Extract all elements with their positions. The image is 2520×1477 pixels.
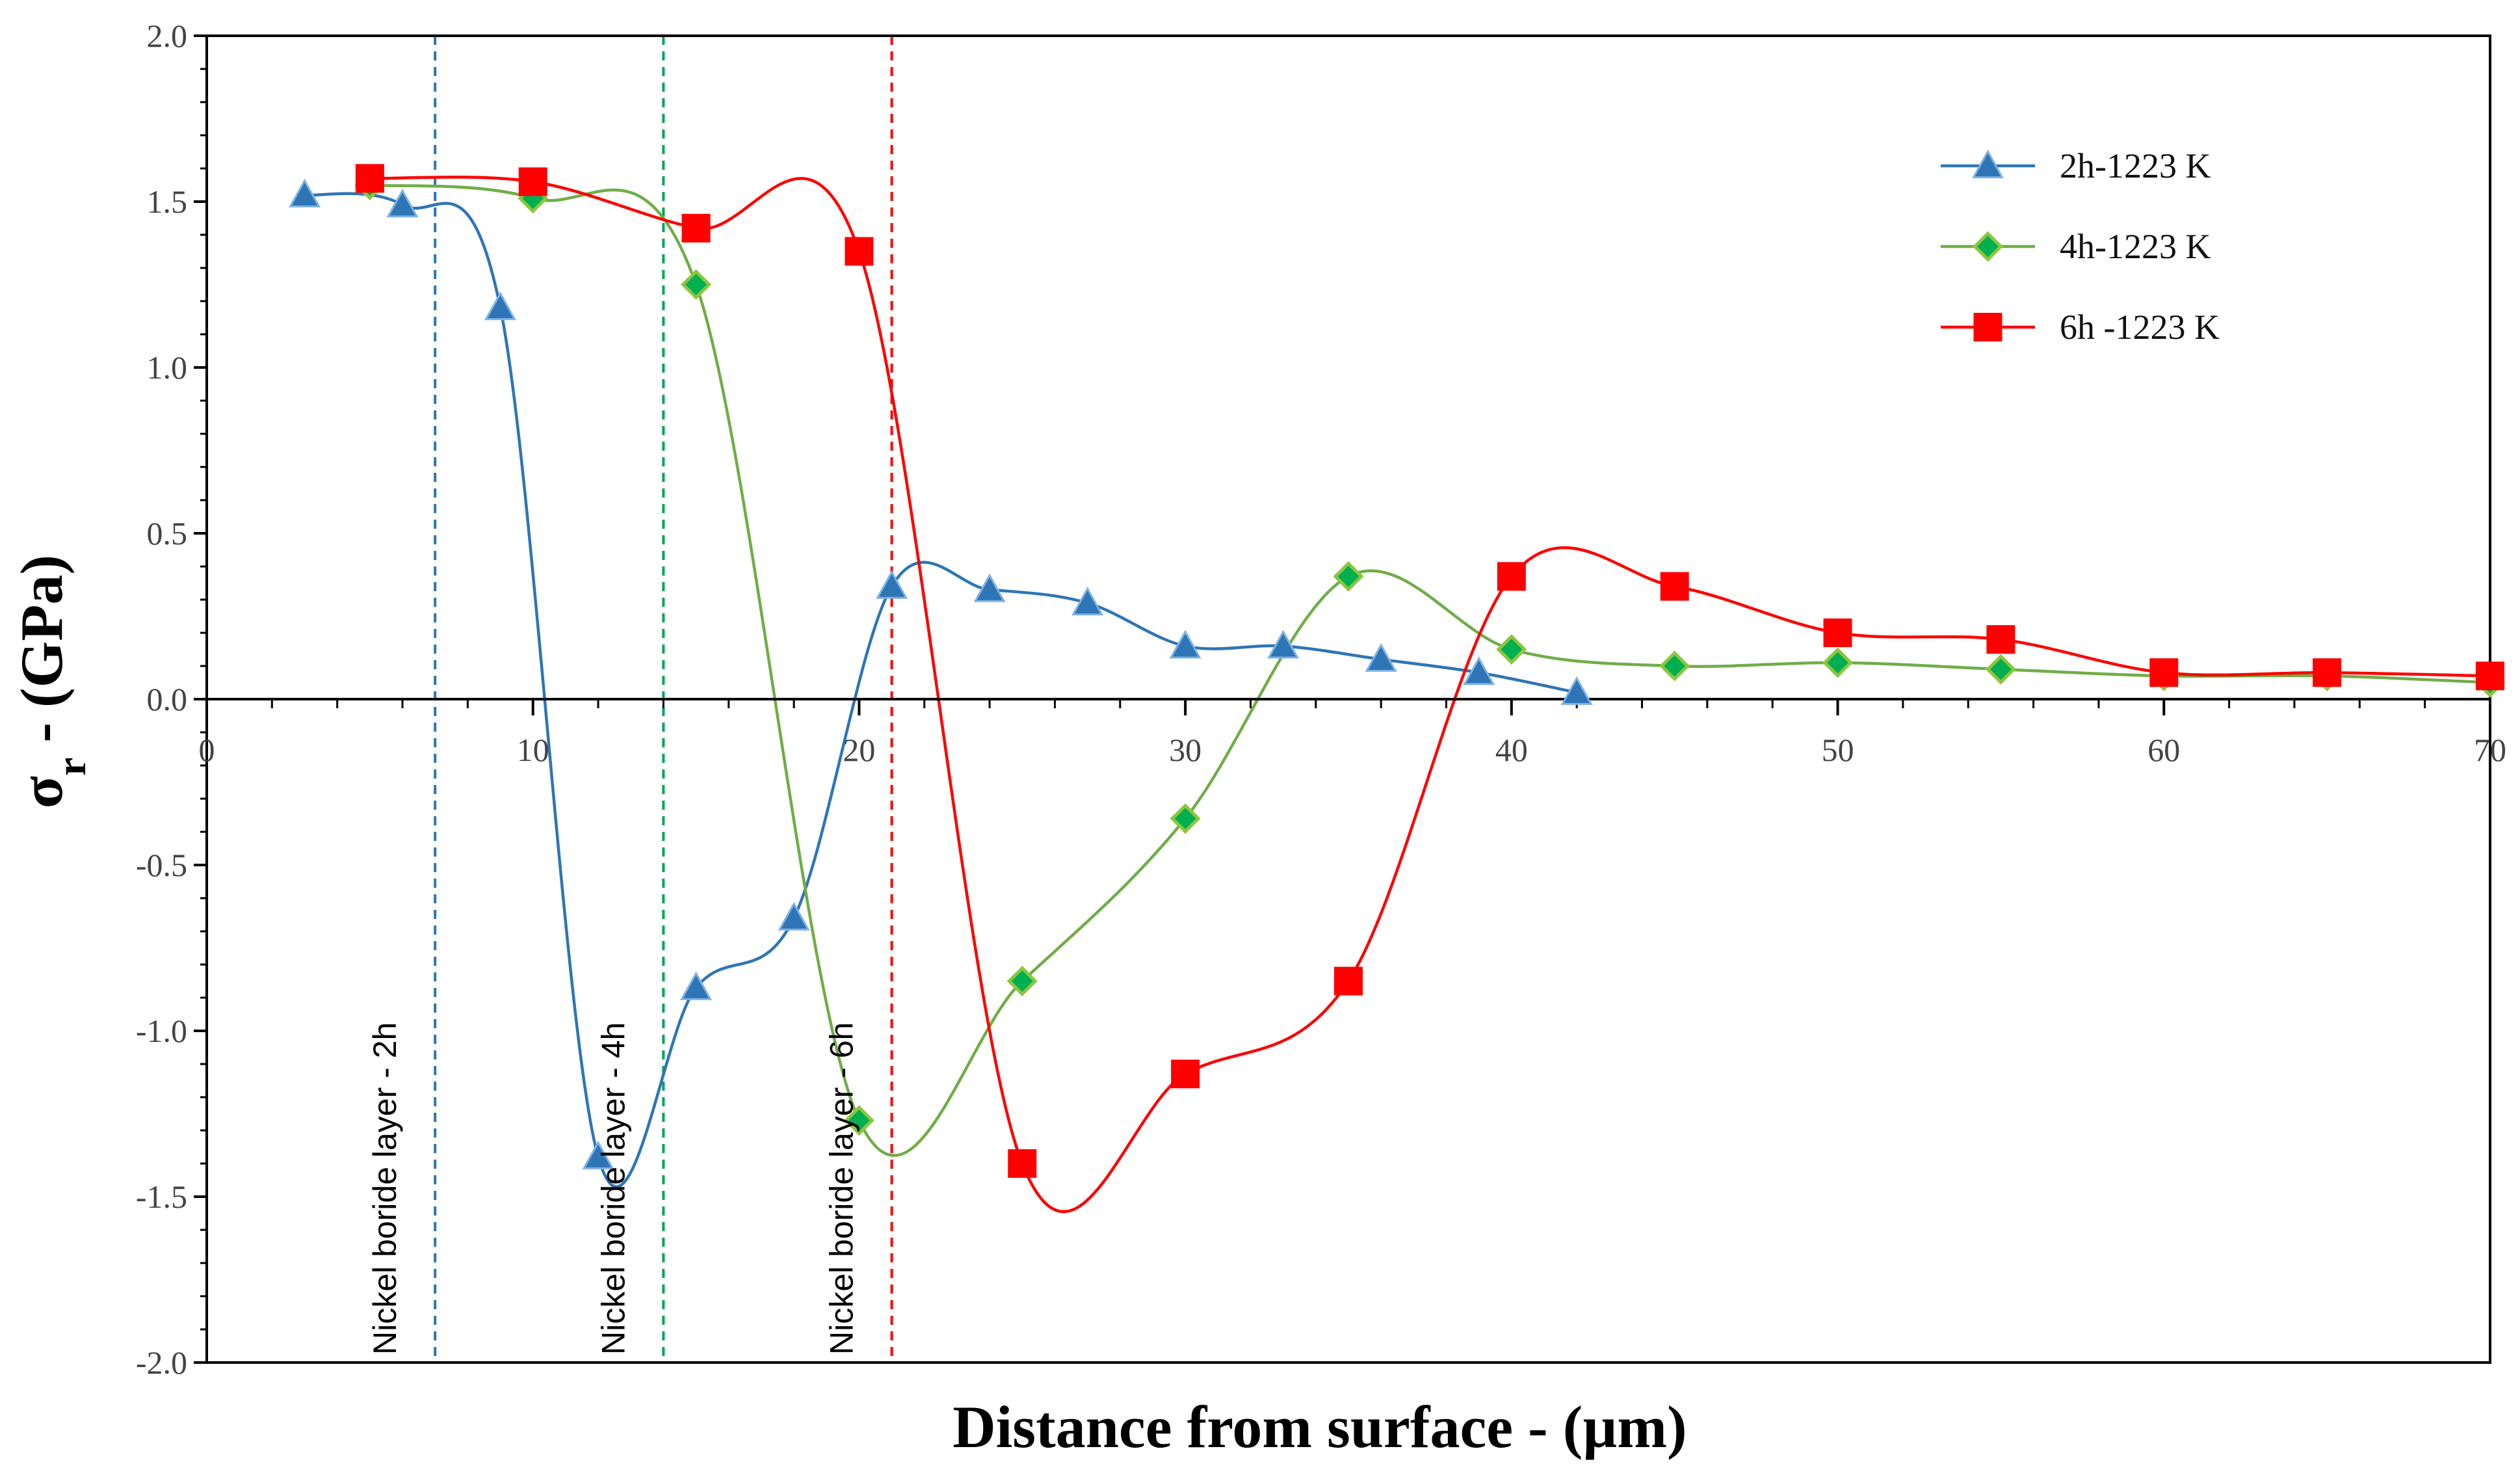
data-point [1497, 562, 1526, 591]
y-tick-label: 0.0 [147, 681, 188, 717]
data-point [1071, 587, 1104, 616]
layer-boundary-label: Nickel boride layer - 4h [595, 1022, 631, 1355]
y-tick-label: 0.5 [147, 515, 188, 552]
data-point [1006, 965, 1038, 997]
y-tick-label: 1.5 [147, 183, 188, 220]
legend: 2h-1223 K 4h-1223 K 6h -1223 K [1941, 146, 2220, 347]
data-point [778, 901, 810, 931]
data-point [1169, 630, 1201, 659]
data-point [1822, 647, 1854, 678]
series-line [369, 176, 2491, 1214]
y-axis-title: σr - (GPa) [8, 555, 94, 808]
data-point [1267, 630, 1300, 659]
legend-marker [1973, 313, 2002, 341]
legend-marker [1971, 149, 2004, 179]
legend-label: 4h-1223 K [2060, 227, 2211, 266]
y-tick-label: -2.0 [136, 1344, 187, 1381]
data-point [355, 164, 384, 193]
data-point [1334, 966, 1363, 996]
data-point [1985, 654, 2016, 685]
data-point [2149, 658, 2179, 687]
data-point [1660, 572, 1689, 601]
series-line [369, 183, 2491, 1157]
legend-label: 6h -1223 K [2060, 308, 2220, 347]
x-tick-label: 60 [2147, 732, 2180, 768]
data-point [2476, 661, 2504, 691]
data-point [680, 971, 713, 1000]
y-tick-label: -1.0 [136, 1013, 187, 1049]
x-axis-title: Distance from surface - (µm) [952, 1394, 1687, 1460]
y-title-symbol: σ [8, 776, 75, 808]
data-point [1170, 803, 1201, 834]
layer-boundary-label: Nickel boride layer - 6h [824, 1022, 860, 1355]
data-point [1560, 676, 1593, 705]
x-tick-label: 40 [1495, 732, 1528, 768]
series-markers [288, 164, 2506, 1178]
data-point [843, 1105, 874, 1136]
data-point [1008, 1149, 1037, 1178]
data-point [681, 213, 711, 243]
y-tick-label: -0.5 [136, 847, 187, 883]
legend-label: 2h-1223 K [2060, 146, 2211, 185]
x-tick-label: 50 [1822, 732, 1854, 768]
y-tick-label: 2.0 [147, 18, 188, 54]
x-tick-label: 30 [1169, 732, 1201, 768]
data-point [2313, 658, 2342, 687]
data-point [288, 178, 321, 207]
x-tick-label: 10 [517, 732, 549, 768]
data-point [518, 167, 547, 196]
data-point [681, 269, 712, 300]
data-point [1823, 619, 1852, 647]
axes: 2.0 1.5 1.0 0.5 0.0 -0.5 -1.0 -1.5 -2.0 0 10 20 30 40… [136, 18, 2506, 1381]
data-point [1333, 561, 1364, 592]
y-title-subscript: r [48, 758, 94, 776]
data-point [386, 189, 419, 218]
data-point [973, 573, 1006, 602]
x-tick-label: 20 [843, 732, 875, 768]
layer-boundary-label: Nickel boride layer - 2h [367, 1022, 403, 1355]
y-tick-label: -1.5 [136, 1178, 187, 1215]
data-point [484, 291, 517, 321]
layer-marker-labels: Nickel boride layer - 2h Nickel boride la… [367, 1022, 860, 1355]
data-point [582, 1140, 614, 1169]
data-point [876, 570, 908, 599]
y-title-unit: - (GPa) [8, 555, 75, 758]
data-point [1986, 625, 2015, 654]
y-tick-label: 1.0 [147, 349, 188, 386]
x-tick-label: 0 [199, 732, 215, 768]
data-point [1171, 1059, 1200, 1089]
data-point [1659, 650, 1690, 682]
data-point [1496, 633, 1527, 665]
x-tick-label: 70 [2474, 732, 2506, 768]
data-point [845, 237, 874, 266]
data-point [1365, 643, 1397, 672]
legend-marker [1972, 231, 2004, 262]
data-point [1463, 656, 1495, 685]
